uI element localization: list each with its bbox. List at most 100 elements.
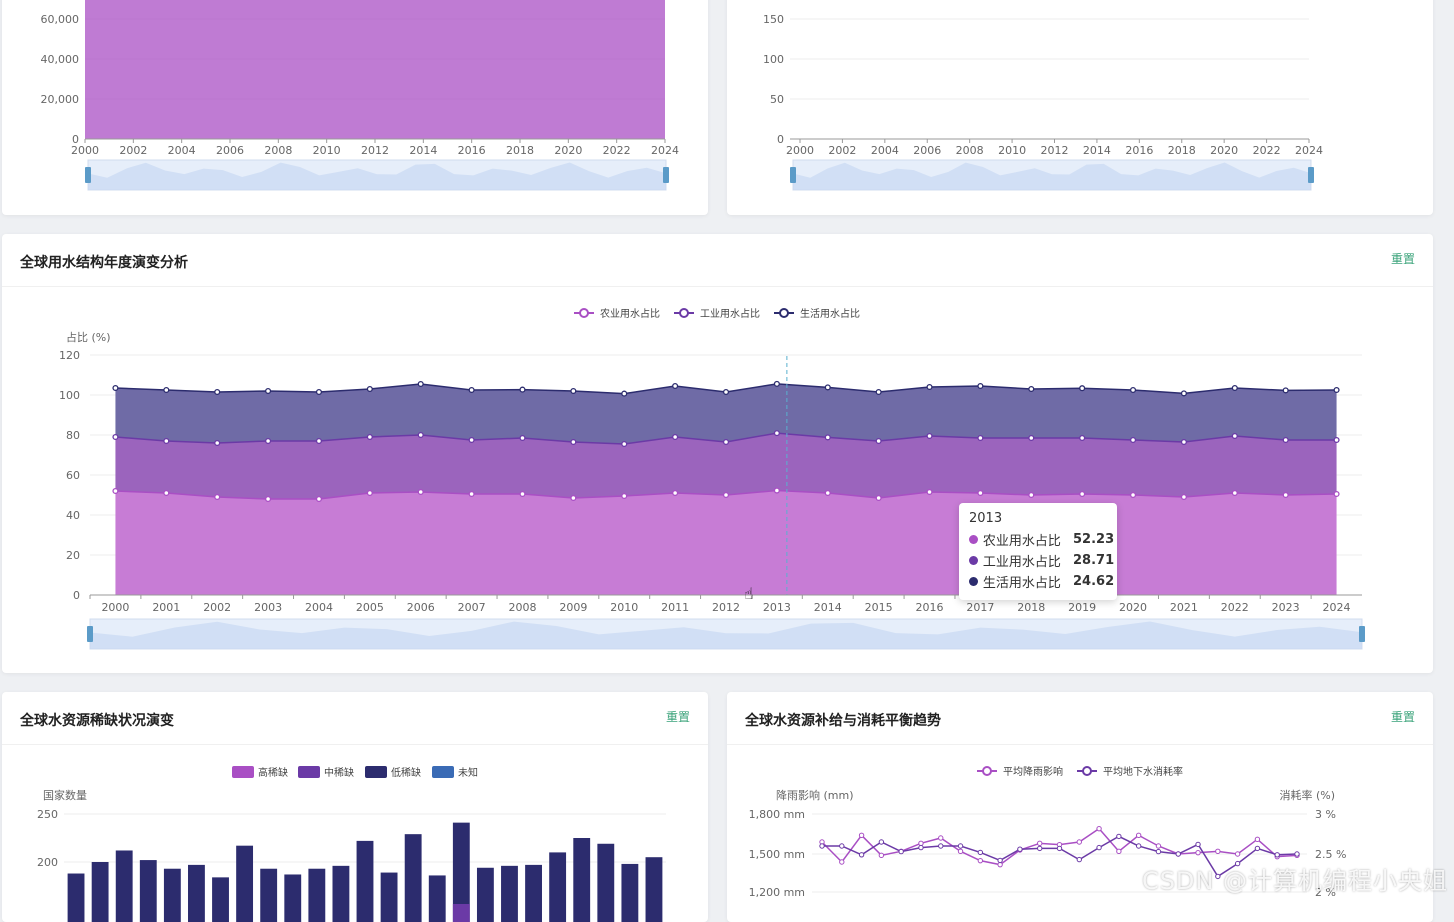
y-tick-label: 150 <box>763 13 784 26</box>
legend-label: 低稀缺 <box>391 766 421 779</box>
y-tick-label: 20 <box>66 549 80 562</box>
y-tick-label: 0 <box>777 133 784 146</box>
data-point <box>1028 491 1035 499</box>
data-point <box>366 385 373 393</box>
y-tick-label: 80 <box>66 429 80 442</box>
tooltip-year: 2013 <box>969 511 1003 526</box>
x-tick-label: 2024 <box>1323 601 1351 614</box>
data-point <box>773 430 780 437</box>
x-tick-label: 2017 <box>966 601 994 614</box>
y-tick-label: 60,000 <box>41 13 80 26</box>
tooltip-name: 工业用水占比 <box>982 555 1061 570</box>
data-point <box>1274 852 1280 858</box>
data-point <box>621 440 628 448</box>
data-point <box>112 487 119 495</box>
y-tick-label: 250 <box>37 808 58 821</box>
data-point <box>926 488 933 496</box>
x-tick-label: 2008 <box>508 601 536 614</box>
y-tick-label-left: 1,200 mm <box>749 886 805 899</box>
bar <box>188 864 205 922</box>
x-tick-label: 2022 <box>603 144 631 157</box>
x-tick-label: 2013 <box>763 601 791 614</box>
data-point <box>1079 490 1086 498</box>
legend-marker <box>1082 766 1092 776</box>
data-point <box>1234 851 1241 857</box>
data-point <box>519 490 526 498</box>
x-tick-label: 2002 <box>203 601 231 614</box>
x-tick-label: 2008 <box>956 144 984 157</box>
data-point <box>977 489 984 497</box>
legend-label: 高稀缺 <box>258 766 288 779</box>
tr-slider-shadow <box>793 162 1311 190</box>
bar <box>380 872 398 922</box>
scarcity-reset-button[interactable]: 重置 <box>665 710 690 724</box>
data-point <box>997 861 1003 868</box>
data-point <box>977 382 984 390</box>
data-point <box>773 380 780 387</box>
data-point <box>1116 848 1122 855</box>
x-tick-label: 2016 <box>458 144 486 157</box>
structure-reset-button[interactable]: 重置 <box>1390 252 1415 266</box>
x-tick-label: 2000 <box>101 601 129 614</box>
bar <box>549 852 567 922</box>
data-point <box>1333 436 1340 444</box>
y-axis-label-right: 消耗率 (%) <box>1279 788 1335 802</box>
legend-swatch <box>232 766 254 778</box>
x-tick-label: 2008 <box>264 144 292 157</box>
structure-title: 全球用水结构年度演变分析 <box>20 255 188 271</box>
data-point <box>722 388 730 396</box>
y-tick-label-right: 2.5 % <box>1315 848 1346 861</box>
data-point <box>1231 489 1238 497</box>
x-tick-label: 2014 <box>814 601 842 614</box>
data-point <box>265 387 272 395</box>
data-point <box>1333 490 1340 498</box>
data-point <box>1028 434 1035 442</box>
data-point <box>621 390 628 397</box>
data-point <box>1155 843 1162 849</box>
data-point <box>1076 856 1082 863</box>
data-point <box>858 832 865 839</box>
legend-label: 未知 <box>458 766 478 779</box>
bar <box>645 857 663 922</box>
y-tick-label: 40 <box>66 509 80 522</box>
x-tick-label: 2024 <box>1295 144 1323 157</box>
data-point <box>875 494 882 502</box>
x-tick-label: 2015 <box>865 601 893 614</box>
data-point <box>1028 385 1035 393</box>
tooltip-value: 24.62 <box>1073 574 1115 589</box>
x-tick-label: 2016 <box>1125 144 1153 157</box>
balance-card: 全球水资源补给与消耗平衡趋势 重置 平均降雨影响 平均地下水消耗率 降雨影响 (mm… <box>727 692 1433 922</box>
x-tick-label: 2018 <box>506 144 534 157</box>
data-point <box>898 848 904 855</box>
data-point <box>468 436 475 444</box>
data-point <box>938 835 944 841</box>
x-tick-label: 2023 <box>1272 601 1300 614</box>
structure-header: 全球用水结构年度演变分析 重置 <box>2 234 1433 287</box>
data-point <box>366 433 373 441</box>
data-point <box>875 388 882 396</box>
x-tick-label: 2019 <box>1068 601 1096 614</box>
x-tick-label: 2022 <box>1221 601 1249 614</box>
y-tick-label-right: 2 % <box>1315 886 1336 899</box>
x-tick-label: 2003 <box>254 601 282 614</box>
bar <box>404 834 422 922</box>
data-point <box>621 492 628 500</box>
legend-marker <box>579 308 589 318</box>
tooltip-row: 农业用水占比 52.23 <box>969 529 1114 550</box>
data-point <box>519 434 526 442</box>
bar <box>212 877 229 922</box>
x-tick-label: 2000 <box>71 144 99 157</box>
y-axis-label-left: 降雨影响 (mm) <box>776 788 854 802</box>
y-tick-label: 100 <box>763 53 784 66</box>
tooltip-name: 农业用水占比 <box>982 534 1061 549</box>
y-tick-label-left: 1,500 mm <box>749 848 805 861</box>
bar <box>284 874 302 922</box>
x-tick-label: 2001 <box>152 601 180 614</box>
x-tick-label: 2009 <box>559 601 587 614</box>
data-point <box>1096 825 1102 832</box>
data-point <box>977 849 984 856</box>
balance-reset-button[interactable]: 重置 <box>1390 710 1415 724</box>
data-point <box>1135 843 1142 849</box>
data-point <box>1017 846 1023 852</box>
